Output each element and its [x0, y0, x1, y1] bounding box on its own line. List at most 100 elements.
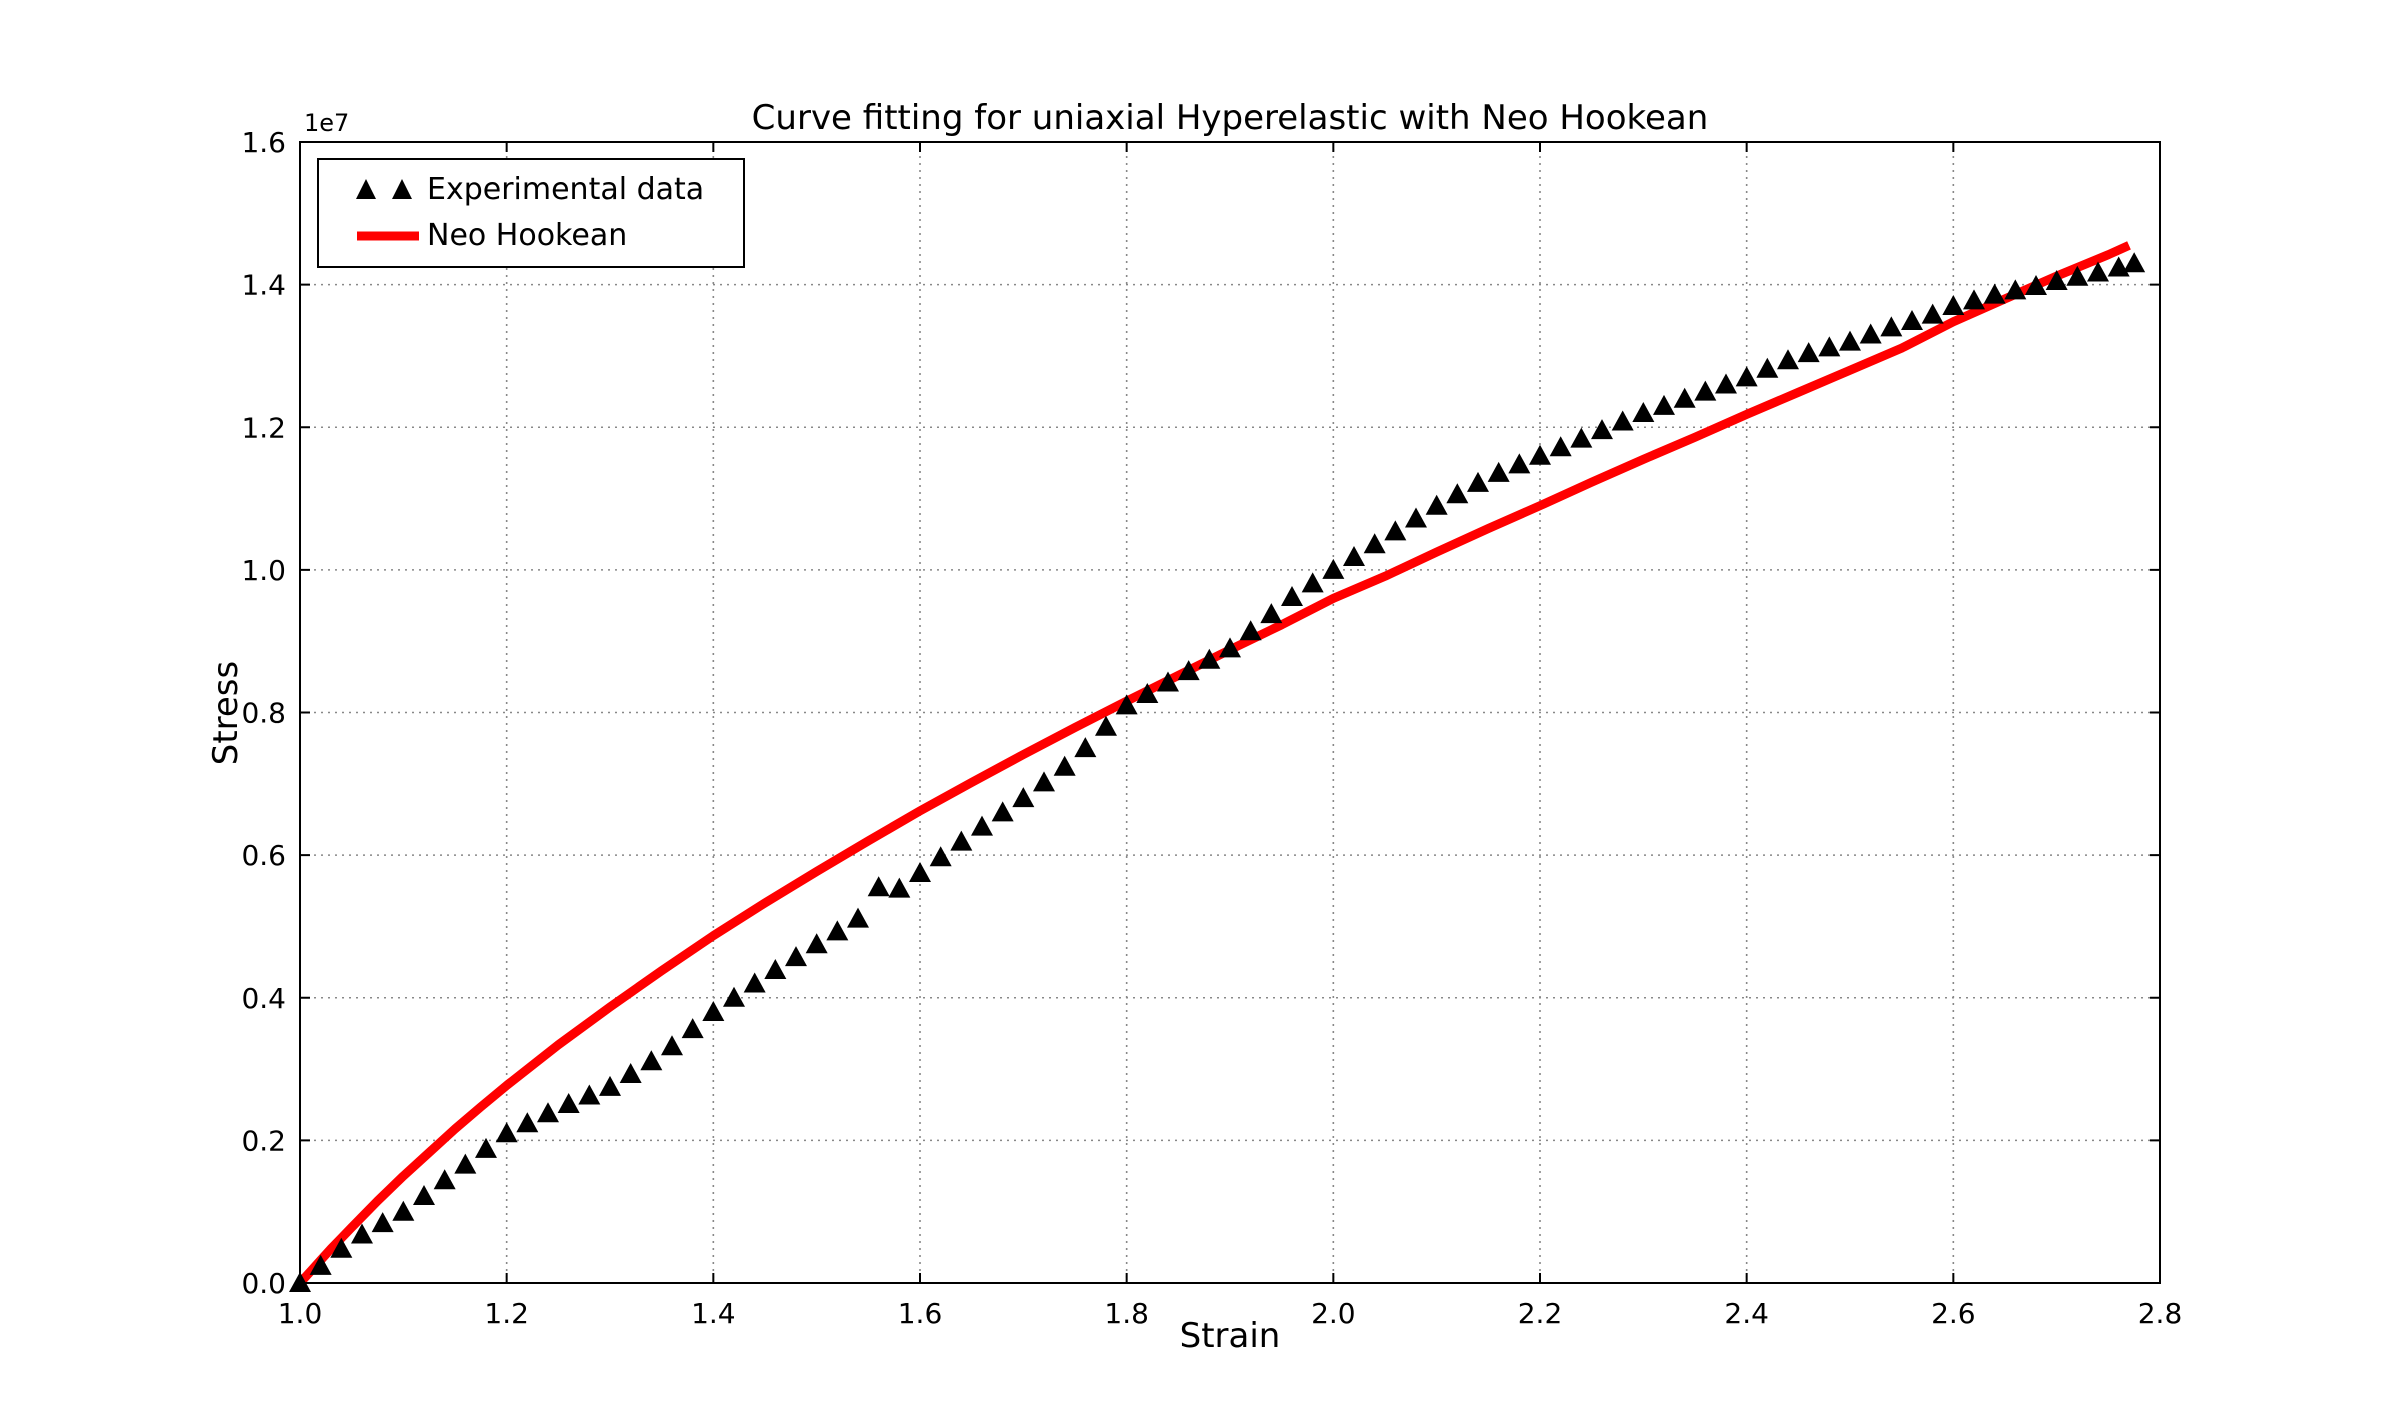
y-tick-label: 1.0 [241, 554, 286, 587]
data-point-marker [1735, 366, 1758, 387]
data-point-marker [785, 946, 807, 967]
data-point-marker [2066, 265, 2089, 286]
data-point-marker [971, 815, 993, 836]
data-point-marker [351, 1223, 373, 1244]
x-tick-label: 2.4 [1724, 1297, 1769, 1330]
x-tick-label: 1.4 [691, 1297, 736, 1330]
data-point-marker [557, 1093, 580, 1114]
x-tick-label: 1.8 [1104, 1297, 1149, 1330]
x-tick-label: 2.8 [2138, 1297, 2183, 1330]
data-point-marker [1281, 585, 1303, 606]
data-point-marker [826, 920, 849, 941]
y-tick-label: 1.6 [241, 126, 286, 159]
data-point-marker [413, 1184, 435, 1205]
data-point-marker [1012, 787, 1035, 808]
data-point-marker [309, 1254, 332, 1275]
data-point-marker [578, 1084, 601, 1105]
legend-item-experimental-data: Experimental data [339, 172, 743, 207]
data-point-marker [1983, 283, 2006, 304]
data-point-marker [1694, 380, 1717, 401]
data-point-marker [392, 1200, 415, 1221]
data-point-marker [681, 1018, 704, 1039]
data-point-marker [661, 1035, 683, 1056]
data-point-marker [1508, 453, 1531, 474]
y-tick-label: 0.0 [241, 1267, 286, 1300]
data-point-marker [1425, 494, 1448, 515]
triangle-marker-icon [356, 178, 412, 199]
data-point-marker [1859, 323, 1882, 344]
neo-hookean-curve [296, 241, 2131, 1287]
data-point-marker [1921, 303, 1944, 324]
x-tick-label: 2.6 [1931, 1297, 1976, 1330]
legend-item-neo-hookean: Neo Hookean [339, 219, 743, 253]
legend-label-neo-hookean: Neo Hookean [427, 218, 628, 254]
red-line-icon [357, 231, 419, 241]
data-point-marker [1405, 507, 1427, 528]
data-point-marker [867, 876, 890, 897]
data-point-marker [1115, 694, 1138, 715]
data-point-marker [1777, 349, 1799, 370]
y-axis-offset-label: 1e7 [304, 109, 350, 137]
data-point-marker [1033, 771, 1055, 792]
data-point-marker [1074, 737, 1097, 758]
data-point-marker [950, 830, 973, 851]
data-point-marker [1157, 671, 1179, 692]
data-point-marker [1591, 419, 1613, 440]
data-point-marker [2123, 252, 2146, 273]
data-point-marker [1384, 520, 1407, 541]
data-point-marker [1177, 660, 1200, 681]
data-point-marker [1467, 471, 1489, 492]
data-point-marker [1818, 336, 1841, 357]
y-tick-label: 0.6 [241, 839, 286, 872]
data-point-marker [1963, 289, 1985, 310]
data-point-marker [1880, 316, 1903, 337]
data-point-marker [1942, 295, 1965, 316]
data-point-marker [1198, 648, 1221, 669]
data-point-marker [1446, 483, 1469, 504]
data-point-marker [1095, 715, 1117, 736]
data-point-marker [495, 1122, 518, 1143]
x-tick-label: 1.6 [898, 1297, 943, 1330]
data-point-marker [1301, 572, 1324, 593]
chart-title: Curve fitting for uniaxial Hyperelastic … [751, 98, 1709, 138]
y-axis-label: Stress [206, 660, 246, 766]
x-tick-label: 2.2 [1518, 1297, 1563, 1330]
data-point-marker [516, 1112, 539, 1133]
data-point-marker [640, 1050, 663, 1071]
data-point-marker [1570, 427, 1593, 448]
data-point-marker [1611, 410, 1634, 431]
data-point-marker [764, 958, 787, 979]
data-point-marker [1363, 533, 1386, 554]
y-tick-label: 0.4 [241, 982, 286, 1015]
y-tick-label: 0.2 [241, 1124, 286, 1157]
data-point-marker [723, 986, 745, 1007]
data-point-marker [1136, 682, 1159, 703]
data-point-marker [1219, 637, 1241, 658]
legend: Experimental data Neo Hookean [317, 158, 745, 268]
x-axis-label: Strain [1179, 1316, 1281, 1356]
data-point-marker [1901, 309, 1923, 330]
data-point-marker [433, 1169, 456, 1190]
data-point-marker [1322, 558, 1345, 579]
data-point-marker [1715, 373, 1737, 394]
data-point-marker [805, 933, 828, 954]
data-point-marker [537, 1102, 559, 1123]
data-point-marker [1487, 461, 1510, 482]
y-tick-label: 0.8 [241, 697, 286, 730]
y-tick-label: 1.2 [241, 411, 286, 444]
x-tick-label: 1.0 [278, 1297, 323, 1330]
data-point-marker [1343, 546, 1365, 567]
data-point-marker [1239, 620, 1262, 641]
data-point-marker [1797, 342, 1820, 363]
data-point-marker [371, 1212, 394, 1233]
data-point-marker [1839, 330, 1861, 351]
data-point-marker [454, 1153, 477, 1174]
data-point-marker [702, 1001, 725, 1022]
data-point-marker [1529, 444, 1551, 465]
data-point-marker [2025, 275, 2047, 296]
data-point-marker [1756, 357, 1779, 378]
data-point-marker [888, 877, 911, 898]
data-point-marker [619, 1063, 642, 1084]
